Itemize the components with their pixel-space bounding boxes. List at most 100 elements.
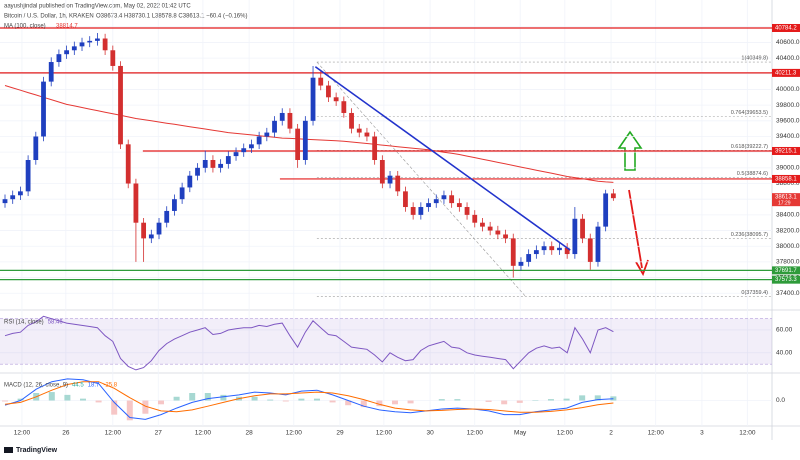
candle-body (156, 222, 162, 235)
x-tick-label: 29 (336, 430, 344, 437)
histogram-bar (298, 398, 305, 401)
x-tick-label: 2 (609, 430, 613, 437)
y-tick-label: 37400.0 (776, 290, 800, 297)
y-tick-label: 0.0 (776, 397, 785, 404)
x-tick-label: 12:00 (14, 430, 31, 437)
fib-label: 0.618(39222.7) (731, 144, 768, 150)
candle-body (64, 50, 70, 55)
y-tick-label: 38400.0 (776, 212, 800, 219)
symbol-title: Bitcoin / U.S. Dollar, 1h, KRAKEN (4, 14, 94, 20)
level-price-label: 40211.3 (775, 70, 797, 76)
candle-body (387, 175, 393, 184)
candle-body (426, 203, 431, 208)
candle-body (48, 62, 54, 82)
candle-body (102, 38, 108, 51)
histogram-bar (204, 393, 211, 401)
candle-body (164, 210, 170, 223)
histogram-bar (111, 400, 118, 415)
y-tick-label: 38200.0 (776, 227, 800, 234)
y-tick-label: 40000.0 (776, 86, 800, 93)
x-tick-label: 26 (62, 430, 70, 437)
level-price-label: 40784.2 (775, 26, 797, 32)
histogram-bar (142, 400, 149, 414)
candle-body (441, 195, 447, 200)
candle-body (433, 199, 439, 204)
histogram-bar (391, 400, 398, 405)
candle-body (472, 214, 478, 223)
candle-body (541, 246, 547, 251)
level-price-label: 37573.3 (775, 277, 797, 283)
candle-body (71, 46, 77, 51)
indicator-line (4, 315, 614, 371)
candle-body (279, 112, 285, 121)
last-price-box (772, 193, 800, 207)
indicator-legend: -25.8 (103, 383, 117, 389)
candle-body (603, 193, 609, 227)
candle-body (487, 226, 493, 231)
candle-body (87, 40, 93, 43)
candle-body (133, 183, 139, 223)
x-tick-label: 12:00 (286, 430, 303, 437)
moving-average (4, 85, 614, 183)
candle-body (418, 207, 424, 215)
indicator-legend: RSI (14, close) (4, 320, 44, 326)
candle-body (580, 218, 585, 239)
candle-body (225, 156, 231, 164)
candle-body (10, 195, 16, 200)
histogram-bar (189, 393, 196, 401)
x-tick-label: 12:00 (467, 430, 484, 437)
last-price-label: 38613.1 (775, 195, 797, 201)
histogram-bar (579, 395, 586, 401)
candle-body (495, 230, 501, 235)
candle-body (349, 112, 354, 129)
candle-body (210, 160, 216, 168)
candle-body (595, 226, 601, 262)
histogram-bar (516, 400, 523, 403)
histogram-bar (376, 400, 383, 407)
candle-body (287, 112, 293, 129)
candle-body (403, 191, 408, 208)
candle-body (510, 238, 516, 266)
histogram-bar (329, 400, 336, 403)
x-tick-label: 30 (426, 430, 434, 437)
x-tick-label: 12:00 (739, 430, 756, 437)
candle-body (264, 132, 270, 137)
candle-body (41, 81, 46, 137)
level-price-box (772, 275, 800, 284)
y-tick-label: 38000.0 (776, 243, 800, 250)
candle-body (125, 144, 131, 184)
histogram-bar (267, 399, 274, 401)
candle-body (249, 144, 254, 149)
histogram-bar (157, 400, 164, 405)
histogram-bar (126, 400, 133, 421)
histogram-bar (17, 398, 24, 401)
candle-body (572, 218, 578, 255)
level-price-label: 37691.7 (775, 268, 797, 274)
candle-body (179, 187, 185, 200)
up-arrow (617, 130, 643, 171)
candle-body (241, 148, 247, 153)
footer-logo (4, 447, 13, 453)
histogram-bar (48, 392, 55, 401)
candle-body (187, 175, 193, 188)
candle-body (141, 222, 147, 239)
publisher-note: aayushjindal published on TradingView.co… (4, 4, 191, 10)
candle-body (195, 167, 200, 176)
candle-body (295, 128, 301, 160)
candle-body (2, 199, 8, 204)
histogram-bar (251, 396, 258, 401)
candle-body (56, 54, 62, 63)
y-tick-label: 39600.0 (776, 118, 800, 125)
candle-body (372, 136, 378, 160)
candle-body (533, 250, 539, 255)
candle-body (464, 207, 470, 215)
level-price-label: 39215.1 (775, 149, 797, 155)
candle-body (564, 247, 570, 255)
trendline (314, 66, 571, 251)
histogram-bar (80, 398, 87, 401)
countdown-label: 17:29 (778, 200, 791, 206)
candle-body (395, 175, 401, 192)
candle-body (456, 203, 462, 208)
rsi-band (0, 318, 772, 365)
